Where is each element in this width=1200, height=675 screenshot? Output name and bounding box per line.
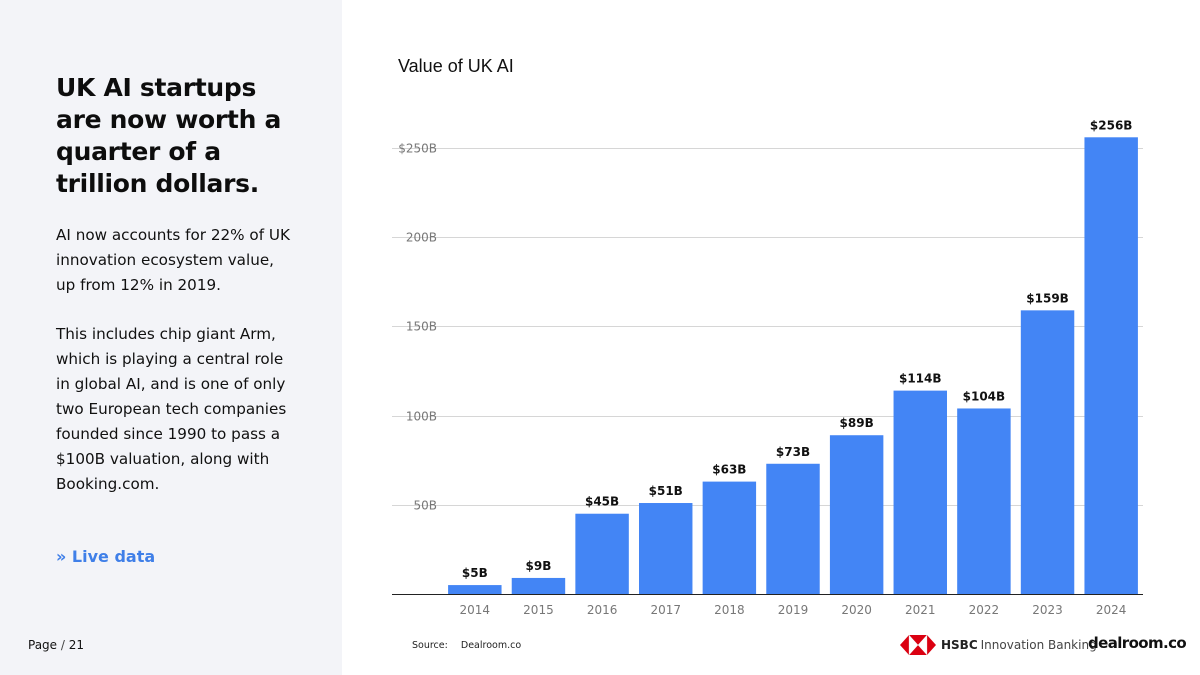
data-label-2017: $51B xyxy=(649,484,683,498)
y-tick-label: 200B xyxy=(406,231,437,245)
hsbc-subtitle: Innovation Banking xyxy=(980,638,1097,652)
data-label-2016: $45B xyxy=(585,495,619,509)
bar-2023 xyxy=(1020,310,1075,594)
source-value: Dealroom.co xyxy=(460,640,522,651)
x-tick-label-2024: 2024 xyxy=(1096,603,1127,617)
x-tick-label-2017: 2017 xyxy=(650,603,681,617)
bar-2015 xyxy=(511,577,566,594)
y-tick-label: 50B xyxy=(413,499,437,513)
y-tick-label: 100B xyxy=(406,410,437,424)
data-label-2023: $159B xyxy=(1026,291,1069,305)
x-tick-label-2016: 2016 xyxy=(587,603,618,617)
dealroom-logo: dealroom.co xyxy=(1088,634,1187,652)
y-tick-label: 150B xyxy=(406,320,437,334)
data-label-2018: $63B xyxy=(712,463,746,477)
bar-2024 xyxy=(1084,137,1138,594)
source-note: Source: Dealroom.co xyxy=(412,640,521,651)
page-separator: / xyxy=(60,638,65,652)
bar-2018 xyxy=(702,481,757,594)
x-tick-label-2021: 2021 xyxy=(905,603,936,617)
detail-paragraph: This includes chip giant Arm, which is p… xyxy=(56,325,287,493)
bar-2017 xyxy=(639,503,693,594)
bar-2019 xyxy=(766,463,820,594)
data-label-2020: $89B xyxy=(840,416,874,430)
left-panel: UK AI startups are now worth a quarter o… xyxy=(0,0,342,675)
data-label-2022: $104B xyxy=(963,389,1006,403)
x-tick-label-2022: 2022 xyxy=(969,603,1000,617)
y-tick-label: $250B xyxy=(398,142,437,156)
page-label: Page xyxy=(28,638,58,652)
data-label-2014: $5B xyxy=(462,566,488,580)
chart-title: Value of UK AI xyxy=(398,56,514,76)
bar-2022 xyxy=(957,408,1011,594)
data-label-2024: $256B xyxy=(1090,118,1133,132)
page-title: UK AI startups are now worth a quarter o… xyxy=(56,73,282,198)
live-data-link[interactable]: » Live data xyxy=(56,547,156,566)
data-label-2021: $114B xyxy=(899,372,942,386)
bars xyxy=(448,137,1138,594)
hsbc-logo: HSBC Innovation Banking xyxy=(900,635,1097,655)
bar-2021 xyxy=(893,390,947,594)
x-tick-label-2015: 2015 xyxy=(523,603,554,617)
data-labels: $5B $9B $45B $51B $63B $73B $89B $114B $104B $159… xyxy=(462,118,1133,580)
data-label-2019: $73B xyxy=(776,445,810,459)
y-axis-ticks: 50B 100B 150B 200B $250B xyxy=(398,142,437,513)
hsbc-brand: HSBC xyxy=(941,638,978,652)
x-tick-label-2014: 2014 xyxy=(460,603,491,617)
x-tick-label-2023: 2023 xyxy=(1032,603,1063,617)
x-axis-ticks: 2014 2015 2016 2017 2018 2019 2020 2021 2022 2023… xyxy=(460,603,1127,617)
x-tick-label-2020: 2020 xyxy=(841,603,872,617)
x-tick-label-2019: 2019 xyxy=(778,603,809,617)
bar-2020 xyxy=(829,435,884,594)
x-tick-label-2018: 2018 xyxy=(714,603,745,617)
bar-2014 xyxy=(448,585,502,594)
page-number-value: 21 xyxy=(68,638,85,652)
intro-paragraph: AI now accounts for 22% of UK innovation… xyxy=(56,226,290,294)
bar-2016 xyxy=(575,513,629,594)
hsbc-hexagon-icon xyxy=(900,635,936,655)
data-label-2015: $9B xyxy=(526,559,552,573)
page-number: Page / 21 xyxy=(28,638,84,652)
source-label: Source: xyxy=(412,640,448,651)
